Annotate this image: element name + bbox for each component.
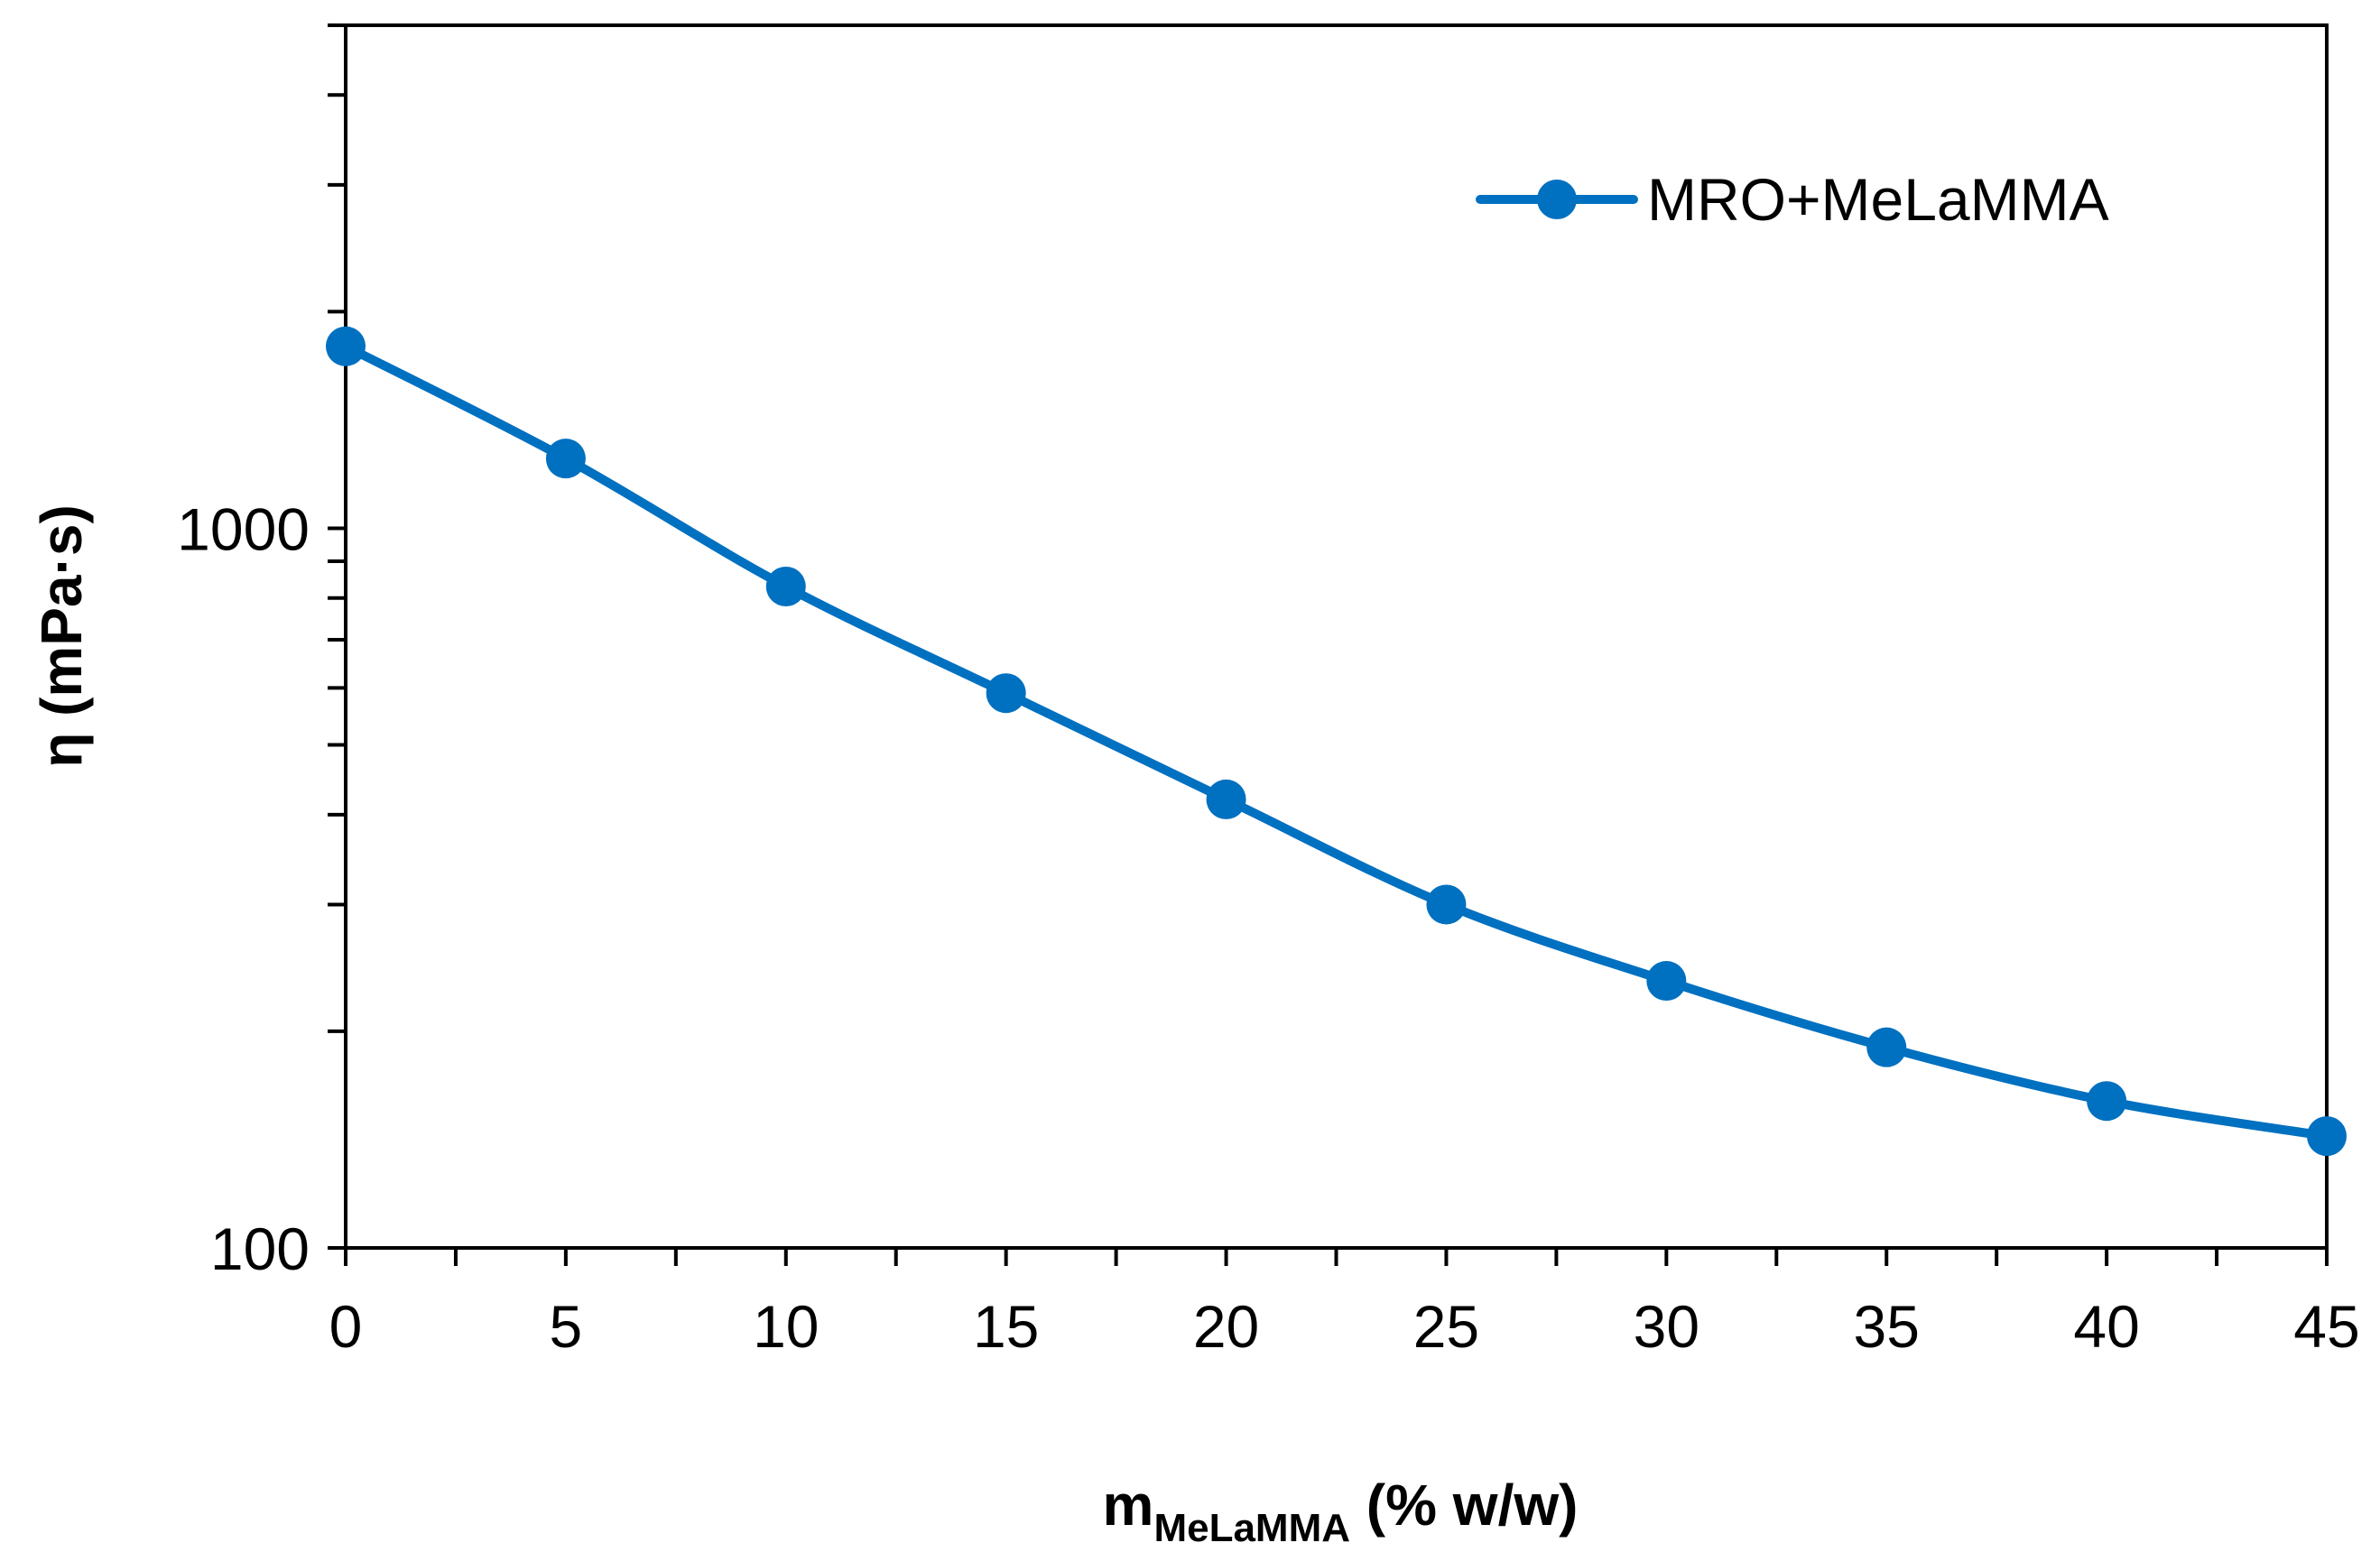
x-tick-label: 45: [2293, 1293, 2359, 1360]
data-point: [2087, 1081, 2127, 1122]
y-tick-label: 100: [210, 1215, 310, 1282]
data-point: [765, 566, 806, 606]
x-tick-label: 5: [550, 1293, 583, 1360]
x-axis-title-subscript: MeLaMMA: [1153, 1506, 1350, 1550]
legend-label: MRO+MeLaMMA: [1647, 166, 2109, 233]
x-tick-label: 10: [753, 1293, 819, 1360]
data-point: [326, 326, 366, 366]
x-axis-title-suffix: (% w/w): [1350, 1473, 1578, 1538]
data-point: [1206, 779, 1246, 819]
x-tick-label: 40: [2073, 1293, 2139, 1360]
y-axis-title: η (mPa·s): [29, 504, 94, 768]
x-tick-label: 0: [329, 1293, 363, 1360]
x-tick-label: 30: [1634, 1293, 1699, 1360]
legend: MRO+MeLaMMA: [1476, 166, 2109, 233]
data-point: [1866, 1027, 1907, 1067]
labels-layer: η (mPa·s) mMeLaMMA (% w/w): [29, 504, 1578, 1550]
x-tick-label: 20: [1193, 1293, 1259, 1360]
x-axis-title: mMeLaMMA (% w/w): [1103, 1473, 1579, 1550]
data-point: [986, 673, 1026, 714]
x-tick-label: 15: [973, 1293, 1039, 1360]
x-tick-label: 35: [1854, 1293, 1920, 1360]
series-layer: [326, 326, 2347, 1157]
data-point: [1426, 884, 1467, 925]
y-tick-label: 1000: [177, 495, 310, 562]
data-point: [545, 439, 586, 479]
x-axis-title-main: m: [1103, 1473, 1154, 1538]
axes: 0 5 10 15 20 25 30 35 40 45 100 1000: [177, 23, 2360, 1360]
series-line: [341, 341, 2331, 1141]
legend-marker: [1537, 180, 1577, 219]
x-tick-label: 25: [1413, 1293, 1479, 1360]
data-point: [1646, 961, 1687, 1002]
data-point: [2307, 1116, 2347, 1157]
